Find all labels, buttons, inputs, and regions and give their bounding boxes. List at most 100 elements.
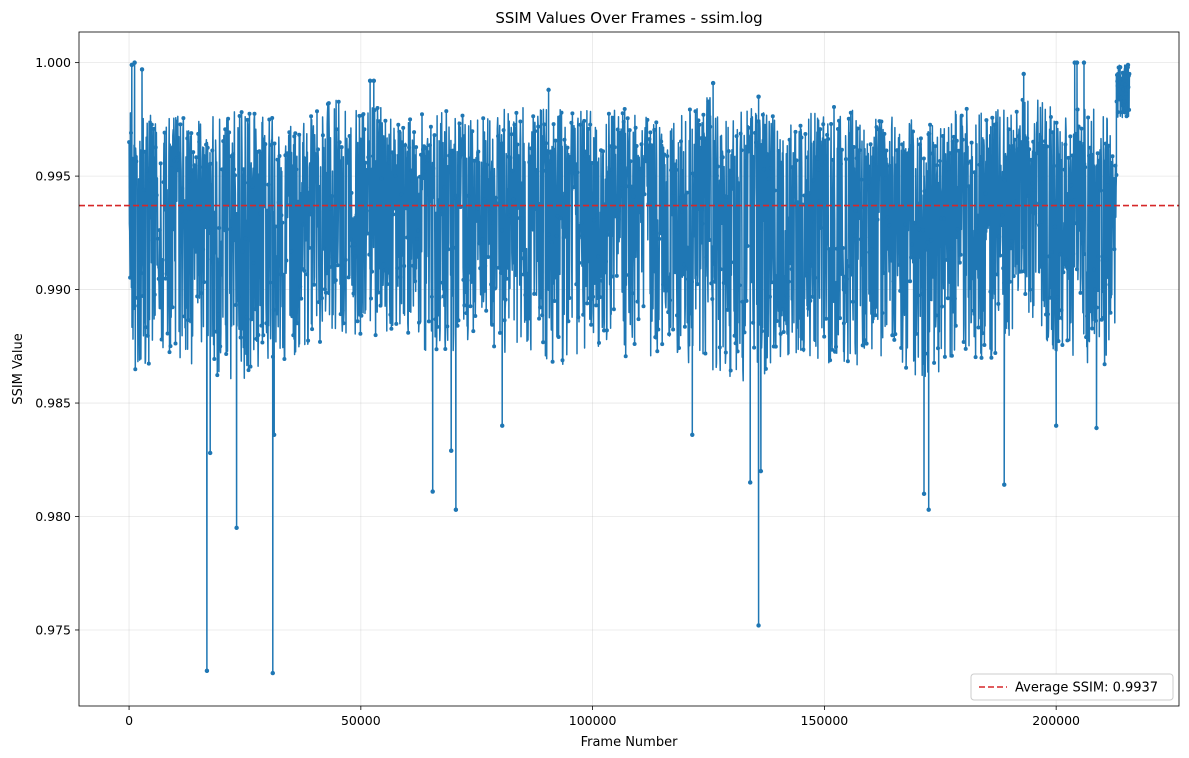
data-point (1000, 213, 1005, 218)
data-point (901, 295, 906, 300)
data-point (308, 212, 313, 217)
data-point (1087, 153, 1092, 158)
data-point (973, 355, 978, 360)
data-point (743, 268, 748, 273)
data-point (1061, 270, 1066, 275)
data-point (631, 194, 636, 199)
data-point (924, 247, 929, 252)
data-point (965, 161, 970, 166)
data-point (394, 321, 399, 326)
data-point (795, 200, 800, 205)
data-point (376, 290, 381, 295)
data-point (389, 326, 394, 331)
data-point (467, 270, 472, 275)
data-point (590, 161, 595, 165)
data-point (507, 213, 512, 218)
data-point (137, 284, 142, 289)
data-point (699, 136, 704, 141)
data-point (127, 140, 132, 145)
data-point (500, 228, 504, 233)
data-point (1050, 130, 1055, 135)
data-point (268, 280, 273, 285)
data-point (149, 122, 154, 127)
data-point (473, 314, 478, 318)
x-tick-label: 50000 (341, 713, 381, 728)
data-point (620, 111, 625, 116)
data-point (689, 279, 694, 284)
data-point (1055, 295, 1060, 299)
data-point (936, 346, 940, 351)
data-point (1064, 257, 1069, 262)
data-point (687, 107, 692, 112)
data-point (615, 127, 620, 132)
data-point (1046, 312, 1050, 317)
data-point (161, 180, 166, 185)
data-point (443, 347, 448, 351)
data-point (403, 143, 408, 148)
data-point (157, 228, 162, 233)
data-point (427, 143, 432, 148)
data-point (792, 183, 797, 188)
y-tick-label: 0.990 (35, 282, 71, 297)
data-point (635, 299, 640, 304)
data-point (1002, 178, 1007, 183)
data-point (1048, 115, 1053, 119)
data-point (270, 670, 275, 676)
data-point (1108, 310, 1113, 315)
data-point (755, 143, 759, 148)
data-point (693, 109, 698, 114)
data-point (328, 206, 333, 211)
data-point (383, 118, 388, 123)
data-point (156, 276, 161, 281)
data-point (859, 177, 864, 182)
data-point (950, 139, 955, 144)
data-point (993, 351, 998, 355)
data-point (772, 188, 777, 193)
data-point (379, 176, 384, 181)
data-point (567, 296, 572, 300)
data-point (484, 308, 489, 313)
data-point (399, 192, 404, 197)
data-point (1127, 71, 1132, 76)
data-point (897, 262, 902, 267)
data-point (302, 268, 307, 273)
data-point (884, 148, 889, 153)
data-point (500, 423, 505, 428)
data-point (265, 208, 270, 213)
data-point (781, 330, 786, 334)
data-point (888, 164, 893, 168)
data-point (444, 109, 449, 114)
data-point (499, 271, 503, 275)
data-point (1016, 134, 1021, 139)
data-point (431, 166, 436, 171)
data-point (812, 220, 817, 225)
data-point (1081, 149, 1086, 154)
data-point (769, 280, 774, 285)
data-point (217, 226, 222, 230)
data-point (989, 355, 994, 360)
data-point (1094, 305, 1099, 310)
data-point (493, 286, 497, 291)
data-point (889, 258, 894, 263)
data-point (659, 139, 664, 144)
data-point (972, 170, 977, 175)
data-point (555, 214, 560, 219)
data-point (408, 117, 413, 122)
data-point (329, 194, 334, 199)
data-point (1115, 110, 1120, 115)
data-point (568, 170, 573, 175)
data-point (352, 242, 357, 247)
data-point (945, 296, 950, 301)
data-point (345, 150, 350, 154)
data-point (853, 209, 858, 213)
data-point (746, 125, 751, 130)
data-point (705, 135, 710, 140)
data-point (1093, 287, 1097, 292)
data-point (1057, 315, 1062, 320)
data-point (147, 178, 152, 183)
data-point (536, 124, 541, 129)
data-point (448, 153, 453, 158)
data-point (799, 135, 804, 140)
data-point (586, 126, 591, 131)
data-point (1015, 147, 1020, 152)
